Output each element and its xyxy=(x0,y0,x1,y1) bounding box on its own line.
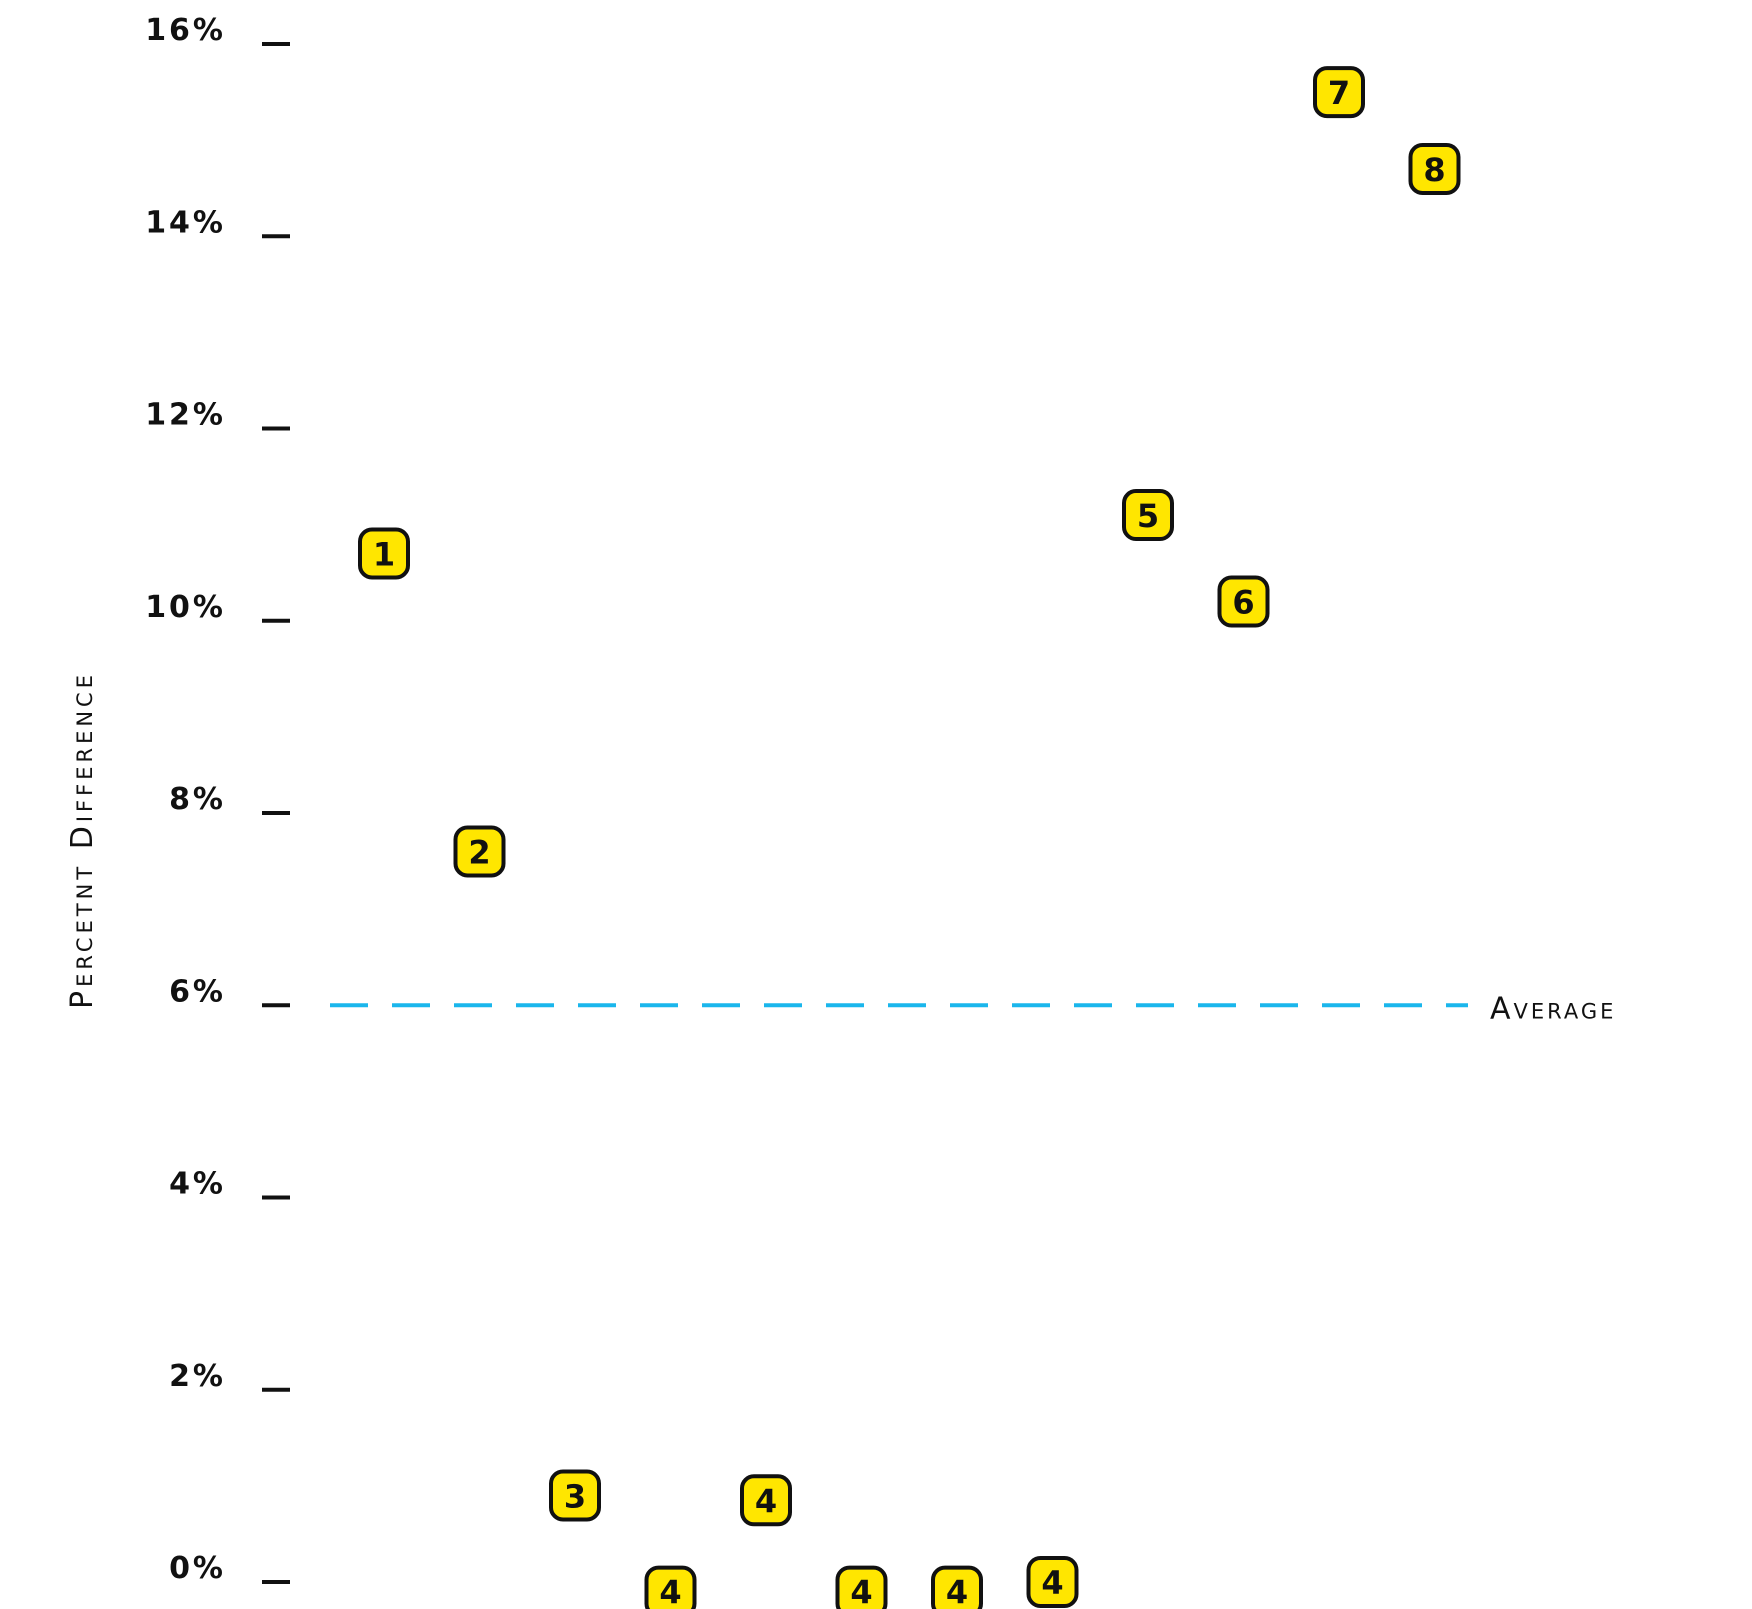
data-point-label: 3 xyxy=(564,1477,586,1515)
data-point-label: 4 xyxy=(755,1482,777,1520)
data-point: 1 xyxy=(358,527,410,580)
y-tick-label: 4% xyxy=(169,1167,226,1202)
y-tick-label: 6% xyxy=(169,974,226,1009)
y-axis-title: Percetnt Difference xyxy=(65,671,100,1009)
y-tick-label: 12% xyxy=(145,398,226,433)
data-point-box xyxy=(549,1469,601,1522)
data-point: 4 xyxy=(835,1565,888,1609)
data-point-box xyxy=(453,825,506,878)
data-point: 4 xyxy=(931,1565,983,1609)
data-point: 4 xyxy=(1026,1556,1079,1608)
data-point-label: 1 xyxy=(373,535,395,573)
data-point: 6 xyxy=(1217,575,1270,628)
average-label: Average xyxy=(1490,991,1616,1026)
y-tick-label: 2% xyxy=(169,1359,226,1394)
data-point: 5 xyxy=(1122,489,1174,542)
data-point-label: 4 xyxy=(1041,1564,1063,1602)
data-point-box xyxy=(358,527,410,580)
data-point: 3 xyxy=(549,1469,601,1522)
y-tick-label: 0% xyxy=(169,1551,226,1586)
data-point-label: 5 xyxy=(1137,497,1159,535)
y-axis: 0% 2% 4% 6% 8% 10% 12% 14% 16% xyxy=(145,13,290,1586)
data-point-label: 4 xyxy=(659,1574,681,1609)
data-point: 7 xyxy=(1313,66,1365,119)
data-point-box xyxy=(1313,66,1365,119)
data-point-label: 4 xyxy=(850,1574,872,1609)
data-point-box xyxy=(1026,1556,1079,1608)
data-point-label: 7 xyxy=(1328,74,1350,112)
data-point-box xyxy=(1122,489,1174,542)
y-tick-label: 14% xyxy=(145,205,226,240)
data-point-box xyxy=(644,1565,697,1609)
y-tick-label: 16% xyxy=(145,13,226,48)
data-markers: 1 2 3 4 4 4 4 4 5 6 7 8 xyxy=(358,66,1461,1609)
data-point-label: 6 xyxy=(1232,584,1254,622)
y-tick-label: 8% xyxy=(169,782,226,817)
data-point: 2 xyxy=(453,825,506,878)
data-point-label: 2 xyxy=(468,833,490,871)
data-point-box xyxy=(1217,575,1270,628)
data-point: 8 xyxy=(1408,142,1461,195)
data-point: 4 xyxy=(740,1474,792,1527)
data-point-box xyxy=(740,1474,792,1527)
y-tick-label: 10% xyxy=(145,590,226,625)
data-point-box xyxy=(835,1565,888,1609)
data-point-box xyxy=(1408,142,1461,195)
data-point-label: 8 xyxy=(1423,151,1445,189)
data-point-label: 4 xyxy=(946,1574,968,1609)
data-point: 4 xyxy=(644,1565,697,1609)
data-point-box xyxy=(931,1565,983,1609)
average-reference: Average xyxy=(330,991,1616,1026)
